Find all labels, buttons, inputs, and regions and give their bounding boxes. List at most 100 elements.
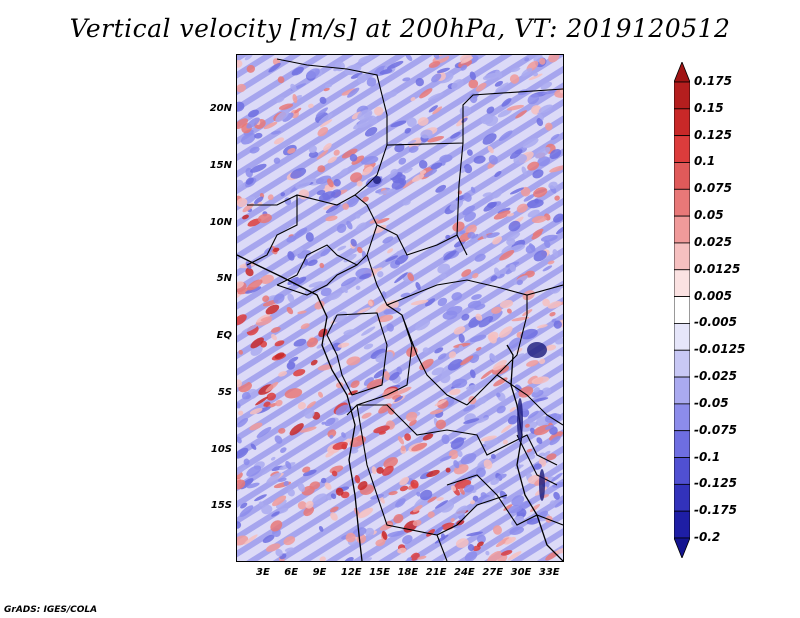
field-blob bbox=[533, 397, 549, 402]
field-blob bbox=[320, 287, 332, 297]
field-blob bbox=[346, 356, 361, 366]
lat-tick-label: 20N bbox=[209, 103, 232, 114]
field-blob bbox=[237, 281, 244, 289]
field-blob bbox=[293, 369, 306, 377]
field-blob bbox=[240, 132, 256, 145]
grads-credit: GrADS: IGES/COLA bbox=[4, 605, 98, 615]
field-blob bbox=[278, 371, 288, 377]
field-blob bbox=[547, 301, 562, 309]
field-blob bbox=[302, 466, 311, 473]
field-blob bbox=[483, 459, 493, 470]
field-blob bbox=[237, 59, 243, 68]
field-blob bbox=[346, 197, 359, 208]
field-blob bbox=[509, 74, 520, 84]
field-blob bbox=[241, 391, 251, 400]
field-blob bbox=[383, 370, 391, 381]
field-blob bbox=[265, 304, 280, 315]
lon-tick-label: 9E bbox=[312, 567, 327, 578]
field-blob bbox=[509, 264, 516, 272]
field-blob bbox=[317, 165, 326, 173]
field-blob bbox=[246, 117, 260, 129]
field-blob bbox=[270, 326, 281, 333]
field-blob bbox=[453, 460, 460, 469]
field-blob bbox=[275, 499, 287, 509]
field-blob bbox=[381, 530, 388, 540]
field-blob bbox=[300, 323, 310, 330]
field-blob bbox=[246, 64, 255, 73]
field-blob bbox=[379, 68, 393, 75]
field-blob bbox=[243, 458, 250, 466]
field-blob bbox=[271, 511, 280, 517]
field-blob bbox=[534, 198, 539, 204]
field-blob bbox=[427, 135, 445, 143]
field-blob bbox=[350, 238, 357, 247]
colorbar-bin bbox=[674, 62, 690, 83]
field-blob bbox=[520, 186, 531, 197]
field-blob bbox=[250, 443, 257, 450]
field-blob bbox=[327, 178, 334, 188]
field-blob bbox=[459, 487, 465, 495]
field-blob bbox=[308, 145, 317, 154]
field-blob bbox=[393, 514, 404, 524]
field-blob bbox=[386, 323, 394, 332]
field-blob bbox=[517, 89, 528, 96]
field-blob bbox=[238, 410, 244, 416]
field-blob bbox=[335, 487, 344, 496]
field-blob bbox=[274, 435, 283, 444]
field-blob bbox=[464, 211, 476, 222]
field-blob bbox=[549, 311, 556, 317]
field-blob bbox=[501, 98, 512, 107]
field-blob bbox=[553, 320, 562, 329]
field-blob bbox=[545, 122, 553, 131]
field-blob bbox=[348, 390, 358, 395]
field-blob bbox=[273, 157, 281, 164]
field-blob bbox=[441, 434, 450, 445]
field-blob bbox=[238, 349, 243, 355]
field-blob bbox=[449, 200, 464, 211]
field-blob bbox=[346, 220, 353, 230]
field-blob bbox=[527, 410, 539, 419]
field-blob bbox=[245, 286, 262, 294]
field-blob bbox=[427, 92, 444, 101]
field-blob bbox=[428, 61, 441, 68]
field-blob bbox=[450, 485, 457, 492]
field-blob bbox=[518, 386, 534, 398]
field-blob bbox=[395, 386, 412, 395]
field-blob bbox=[485, 550, 490, 556]
field-blob bbox=[272, 247, 280, 253]
field-blob bbox=[533, 387, 540, 393]
field-blob bbox=[499, 299, 514, 309]
field-blob bbox=[319, 96, 327, 104]
field-blob bbox=[522, 138, 539, 149]
field-blob bbox=[288, 356, 299, 363]
field-blob bbox=[427, 511, 435, 518]
field-blob bbox=[255, 396, 269, 406]
field-blob bbox=[511, 316, 530, 322]
field-blob bbox=[284, 388, 303, 399]
field-blob bbox=[350, 448, 359, 454]
field-blob bbox=[505, 536, 516, 544]
colorbar-level-label: -0.075 bbox=[694, 422, 737, 437]
field-blob bbox=[404, 433, 411, 441]
field-blob bbox=[527, 93, 540, 105]
field-blob bbox=[316, 149, 329, 160]
field-blob bbox=[319, 556, 326, 561]
field-blob bbox=[302, 469, 317, 477]
field-blob bbox=[250, 163, 267, 173]
field-blob bbox=[402, 534, 413, 545]
field-blob bbox=[323, 87, 330, 92]
field-blob bbox=[492, 359, 507, 371]
field-blob bbox=[306, 68, 320, 79]
field-blob bbox=[308, 281, 325, 288]
field-blob bbox=[490, 453, 496, 460]
field-blob bbox=[445, 467, 451, 473]
field-blob bbox=[439, 455, 452, 462]
field-blob bbox=[470, 500, 476, 505]
field-blob bbox=[547, 260, 555, 265]
field-blob bbox=[466, 531, 483, 537]
field-blob bbox=[237, 83, 246, 93]
field-blob bbox=[377, 271, 384, 278]
field-blob bbox=[249, 422, 263, 431]
field-blob bbox=[406, 557, 412, 561]
field-blob bbox=[449, 388, 461, 396]
